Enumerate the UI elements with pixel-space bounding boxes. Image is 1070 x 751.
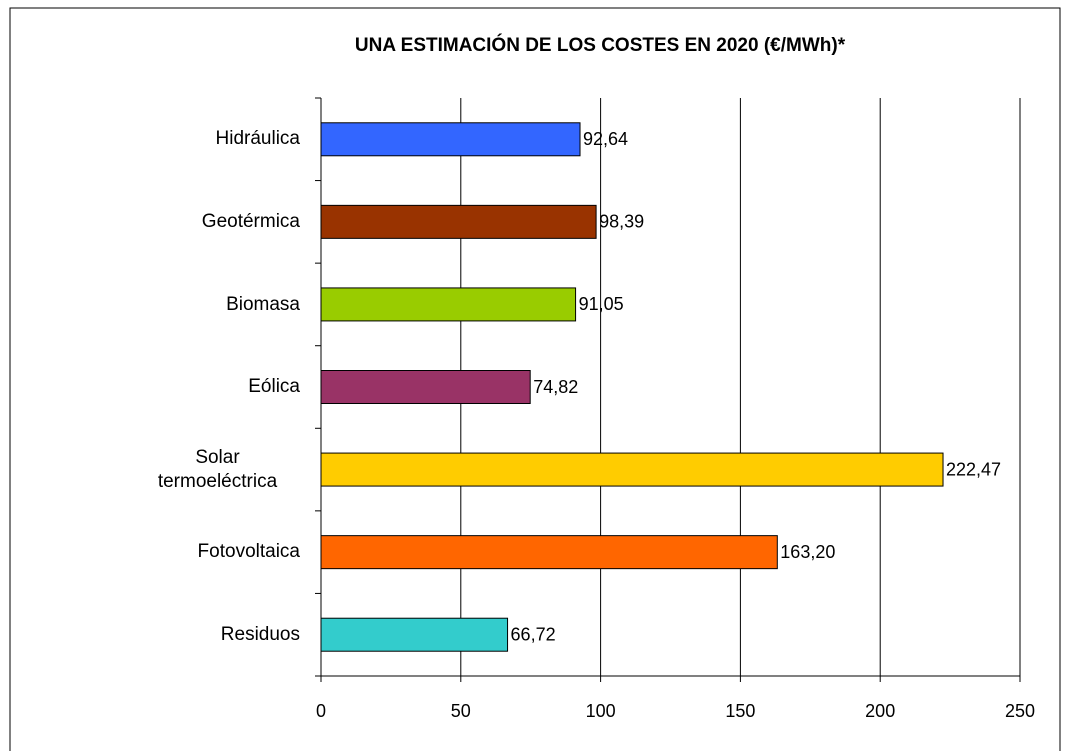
y-tick-label: Biomasa xyxy=(100,264,300,344)
category-text: Fotovoltaica xyxy=(197,541,300,563)
value-label: 74,82 xyxy=(533,377,578,397)
value-label: 222,47 xyxy=(946,459,1001,479)
value-label: 92,64 xyxy=(583,129,628,149)
value-label: 66,72 xyxy=(511,624,556,644)
value-label: 98,39 xyxy=(599,212,644,232)
category-text: Geotérmica xyxy=(201,210,300,232)
x-tick-label: 200 xyxy=(865,701,895,721)
y-tick-label: Solar termoeléctrica xyxy=(100,430,300,510)
category-text: Biomasa xyxy=(226,293,300,315)
category-text: Hidráulica xyxy=(215,128,300,150)
value-label: 163,20 xyxy=(780,542,835,562)
category-text: Solar termoeléctrica xyxy=(157,446,278,492)
y-tick-label: Fotovoltaica xyxy=(100,512,300,592)
category-text: Residuos xyxy=(220,623,300,645)
bar xyxy=(320,287,577,322)
bar xyxy=(320,452,944,487)
x-tick-label: 50 xyxy=(451,701,471,721)
value-label: 91,05 xyxy=(579,294,624,314)
x-tick-label: 0 xyxy=(316,701,326,721)
bar xyxy=(320,204,597,239)
y-tick-label: Eólica xyxy=(100,347,300,427)
bar xyxy=(320,617,509,652)
x-tick-label: 250 xyxy=(1005,701,1035,721)
chart-title: UNA ESTIMACIÓN DE LOS COSTES EN 2020 (€/… xyxy=(355,34,846,56)
bar xyxy=(320,535,778,570)
y-tick-label: Residuos xyxy=(100,595,300,675)
y-tick-label: Hidráulica xyxy=(100,99,300,179)
x-tick-label: 150 xyxy=(725,701,755,721)
x-tick-label: 100 xyxy=(586,701,616,721)
bar xyxy=(320,370,531,404)
bar xyxy=(320,122,581,157)
category-text: Eólica xyxy=(248,376,300,398)
y-tick-label: Geotérmica xyxy=(100,182,300,262)
